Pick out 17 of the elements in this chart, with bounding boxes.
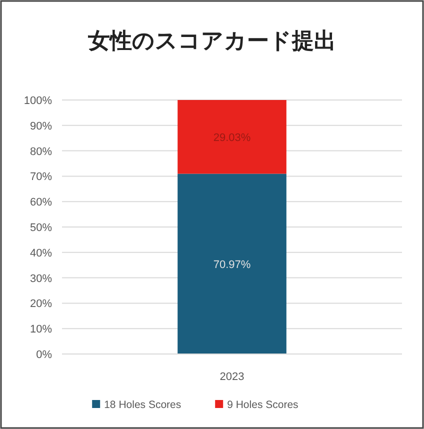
y-tick-label: 70% bbox=[30, 171, 52, 184]
data-label: 70.97% bbox=[213, 258, 251, 271]
y-tick-label: 50% bbox=[30, 222, 52, 234]
y-tick-label: 30% bbox=[30, 272, 52, 285]
y-tick-label: 40% bbox=[30, 247, 52, 260]
y-tick-label: 20% bbox=[30, 298, 52, 310]
legend-label: 18 Holes Scores bbox=[104, 399, 182, 411]
y-tick-label: 60% bbox=[30, 196, 52, 209]
y-tick-label: 0% bbox=[36, 349, 52, 361]
y-tick-label: 10% bbox=[30, 324, 52, 336]
y-tick-label: 100% bbox=[24, 95, 52, 107]
chart-title: 女性のスコアカード提出 bbox=[87, 28, 336, 53]
data-label: 29.03% bbox=[213, 132, 251, 144]
x-tick-label: 2023 bbox=[220, 371, 244, 383]
legend-label: 9 Holes Scores bbox=[227, 399, 298, 411]
y-tick-label: 80% bbox=[30, 146, 52, 158]
y-tick-label: 90% bbox=[30, 120, 52, 132]
